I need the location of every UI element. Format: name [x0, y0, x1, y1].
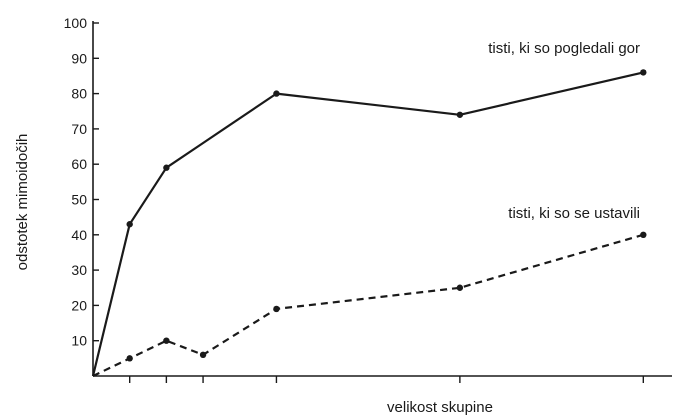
data-point [273, 90, 280, 97]
data-point [163, 337, 170, 344]
series-line-stopped [92, 233, 644, 377]
y-axis-title: odstotek mimoidočih [14, 134, 31, 271]
data-point [640, 69, 647, 76]
series-label-looked-up: tisti, ki so pogledali gor [488, 40, 640, 57]
axes [92, 21, 672, 377]
series-markers [126, 69, 647, 362]
data-point [199, 351, 207, 359]
y-tick-label: 50 [71, 192, 87, 208]
series-label-stopped: tisti, ki so se ustavili [508, 205, 640, 222]
y-tick-label: 90 [71, 50, 87, 66]
data-point [456, 284, 464, 291]
y-tick-label: 100 [64, 15, 88, 31]
data-point [163, 164, 170, 171]
y-tick-label: 70 [71, 121, 87, 137]
data-point [456, 111, 464, 118]
series-lines [91, 71, 644, 377]
data-point [126, 221, 133, 228]
y-tick-label: 30 [71, 262, 87, 278]
y-tick-label: 10 [71, 333, 87, 349]
y-tick-label: 40 [71, 227, 87, 243]
data-point [640, 231, 647, 238]
x-axis-ticks [128, 376, 645, 383]
y-axis-ticks: 10 20 30 40 50 60 70 80 90 100 [64, 15, 99, 349]
series-line-looked-up [91, 71, 644, 377]
y-tick-label: 20 [71, 297, 87, 313]
y-tick-label: 80 [71, 86, 87, 102]
y-tick-label: 60 [71, 156, 87, 172]
data-point [126, 355, 133, 362]
x-axis-title: velikost skupine [387, 399, 493, 416]
data-point [273, 305, 280, 313]
